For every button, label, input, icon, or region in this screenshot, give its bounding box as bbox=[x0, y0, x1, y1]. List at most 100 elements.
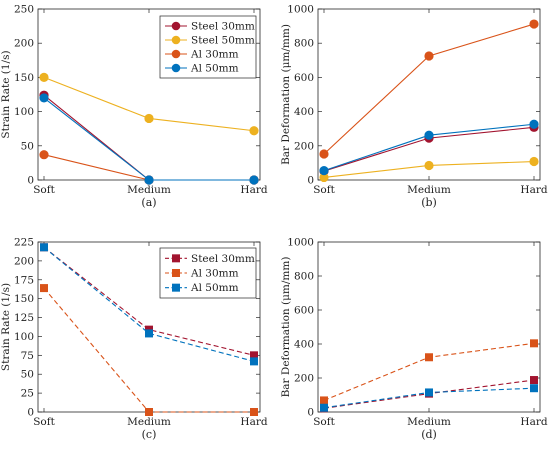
x-tick-label: Soft bbox=[33, 184, 55, 196]
data-point bbox=[529, 156, 539, 167]
data-point bbox=[249, 126, 259, 136]
legend-entry: Steel 30mm bbox=[191, 253, 255, 265]
chart-panel-2: 0 200 400 600 800 1000 Soft Medium Hard Bar Defor… bbox=[280, 4, 548, 210]
plot-frame bbox=[317, 241, 541, 413]
legend-marker bbox=[172, 283, 180, 292]
legend-entry: Steel 30mm bbox=[191, 21, 255, 33]
panel-caption: (a) bbox=[141, 196, 156, 209]
y-tick-label: 800 bbox=[294, 38, 314, 50]
series-line-3 bbox=[43, 246, 255, 362]
x-tick-label: Medium bbox=[407, 184, 451, 196]
x-tick-label: Hard bbox=[240, 416, 267, 428]
y-tick-label: 0 bbox=[307, 175, 314, 187]
data-point bbox=[320, 396, 328, 405]
legend-marker bbox=[171, 63, 181, 73]
legend-marker bbox=[172, 269, 180, 277]
y-tick-label: 225 bbox=[14, 237, 34, 249]
data-point bbox=[424, 130, 434, 140]
data-point bbox=[145, 329, 153, 338]
plot-frame bbox=[317, 8, 541, 181]
data-point bbox=[144, 175, 154, 185]
panel-caption: (b) bbox=[421, 196, 437, 209]
panel-caption: (d) bbox=[421, 428, 437, 441]
data-point bbox=[40, 284, 48, 293]
data-point bbox=[424, 51, 434, 61]
data-point bbox=[39, 72, 49, 82]
y-axis-label: Strain Rate (1/s) bbox=[0, 283, 12, 371]
y-tick-label: 50 bbox=[21, 369, 34, 381]
data-point bbox=[249, 175, 259, 185]
chart-panel-3: 0 25 50 75 100 125 150 175 200 225 Soft Medium Hard S… bbox=[0, 237, 268, 442]
y-tick-label: 400 bbox=[294, 339, 314, 351]
data-point bbox=[250, 351, 258, 360]
x-tick-label: Soft bbox=[313, 416, 335, 428]
x-tick-label: Hard bbox=[520, 416, 547, 428]
y-tick-label: 75 bbox=[21, 350, 34, 362]
data-point bbox=[320, 403, 328, 412]
data-point bbox=[39, 150, 49, 160]
data-point bbox=[424, 160, 434, 171]
y-tick-label: 0 bbox=[27, 175, 34, 187]
data-point bbox=[250, 408, 258, 416]
legend-marker bbox=[172, 254, 180, 263]
x-tick-label: Hard bbox=[240, 184, 267, 196]
x-tick-label: Medium bbox=[127, 184, 171, 196]
legend: Steel 30mm Steel 50mm Al 30mm Al 50mm bbox=[159, 15, 257, 79]
y-tick-label: 175 bbox=[14, 274, 34, 286]
legend-entry: Al 30mm bbox=[190, 49, 239, 61]
data-point bbox=[530, 384, 538, 393]
data-point bbox=[425, 388, 433, 397]
y-tick-label: 150 bbox=[14, 293, 34, 305]
y-tick-label: 150 bbox=[14, 72, 34, 84]
legend-marker bbox=[171, 35, 181, 45]
data-point bbox=[530, 376, 538, 385]
y-tick-label: 0 bbox=[307, 407, 314, 419]
y-tick-label: 100 bbox=[14, 106, 34, 118]
y-tick-label: 200 bbox=[14, 38, 34, 50]
data-point bbox=[319, 149, 329, 159]
legend-marker bbox=[171, 49, 181, 59]
data-point bbox=[529, 119, 539, 129]
legend-entry: Al 50mm bbox=[190, 282, 239, 294]
y-tick-label: 0 bbox=[27, 407, 34, 419]
y-tick-label: 125 bbox=[14, 312, 34, 324]
y-tick-label: 200 bbox=[294, 140, 314, 152]
series-line-4 bbox=[43, 97, 254, 181]
x-tick-label: Soft bbox=[33, 416, 55, 428]
data-point bbox=[144, 113, 154, 124]
chart-panel-4: 0 200 400 600 800 1000 Soft Medium Hard Bar Defor… bbox=[280, 237, 548, 442]
series-line-1 bbox=[43, 246, 255, 356]
y-tick-label: 1000 bbox=[287, 237, 314, 249]
legend-marker bbox=[171, 21, 181, 31]
y-tick-label: 1000 bbox=[287, 4, 314, 16]
x-tick-label: Soft bbox=[313, 184, 335, 196]
data-point bbox=[250, 357, 258, 366]
y-tick-label: 25 bbox=[21, 388, 34, 400]
y-tick-label: 250 bbox=[14, 4, 34, 16]
legend: Steel 30mm Al 30mm Al 50mm bbox=[159, 247, 257, 299]
y-tick-label: 400 bbox=[294, 106, 314, 118]
y-axis-label: Bar Deformation (μm/mm) bbox=[280, 257, 292, 398]
data-point bbox=[529, 19, 539, 29]
data-point bbox=[39, 93, 49, 103]
y-axis-label: Bar Deformation (μm/mm) bbox=[280, 24, 292, 165]
x-tick-label: Hard bbox=[520, 184, 547, 196]
series-line-1 bbox=[43, 94, 254, 181]
y-tick-label: 100 bbox=[14, 331, 34, 343]
data-point bbox=[40, 243, 48, 252]
data-point bbox=[530, 339, 538, 348]
panel-caption: (c) bbox=[142, 428, 157, 441]
data-point bbox=[319, 165, 329, 176]
y-tick-label: 800 bbox=[294, 271, 314, 283]
legend-entry: Al 50mm bbox=[190, 63, 239, 75]
x-tick-label: Medium bbox=[127, 416, 171, 428]
y-tick-label: 600 bbox=[294, 305, 314, 317]
legend-entry: Al 30mm bbox=[190, 268, 239, 280]
data-point bbox=[319, 172, 329, 183]
data-point bbox=[425, 353, 433, 362]
x-tick-label: Medium bbox=[407, 416, 451, 428]
y-tick-label: 200 bbox=[14, 255, 34, 267]
y-tick-label: 50 bbox=[21, 140, 34, 152]
y-axis-label: Strain Rate (1/s) bbox=[0, 50, 12, 138]
